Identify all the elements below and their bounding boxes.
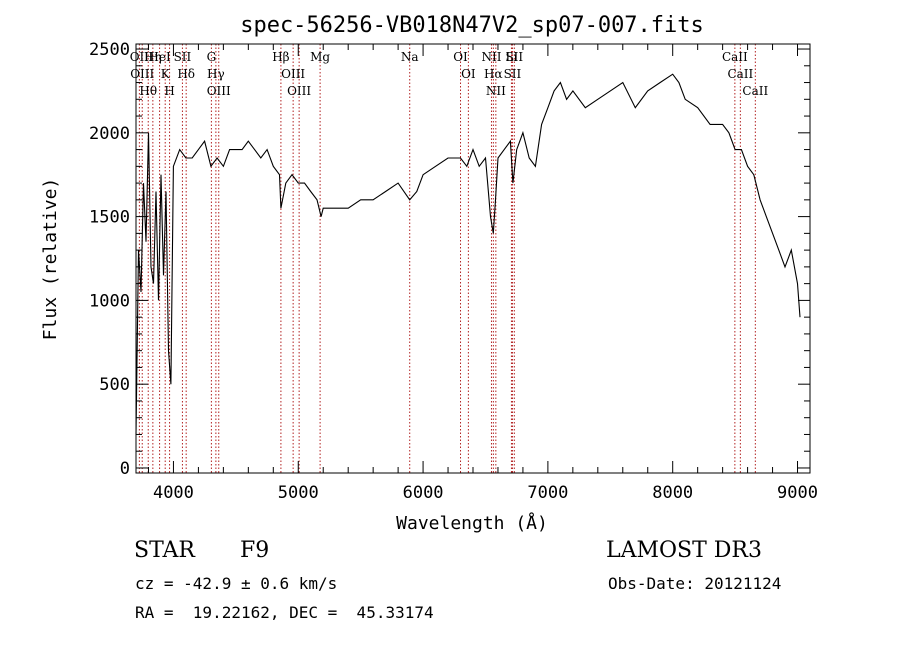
chart-title: spec-56256-VB018N47V2_sp07-007.fits: [240, 13, 704, 38]
x-axis-label: Wavelength (Å): [396, 512, 548, 534]
x-tick-label: 9000: [777, 483, 818, 503]
y-axis-label: Flux (relative): [40, 178, 61, 341]
x-axis-ticks: 4000 5000 6000 7000 8000 9000: [147, 44, 818, 503]
line-marker-label: Hγ: [207, 67, 225, 81]
line-marker-label: CaII: [727, 67, 753, 81]
y-tick-label: 1500: [89, 208, 130, 228]
plot-frame: [135, 43, 811, 474]
survey-name: LAMOST DR3: [606, 538, 762, 563]
line-marker-label: Na: [401, 50, 419, 64]
x-tick-label: 5000: [278, 483, 319, 503]
line-marker-label: Mg: [310, 50, 330, 64]
spectral-subclass: F9: [240, 538, 270, 563]
line-marker-label: K: [161, 67, 171, 81]
line-marker-label: OI: [453, 50, 468, 64]
line-marker-label: OIII: [130, 67, 154, 81]
observation-date: Obs-Date: 20121124: [608, 574, 782, 593]
line-marker-label: SII: [174, 50, 192, 64]
line-marker-label: NII: [481, 50, 501, 64]
line-marker-label: Li: [506, 50, 518, 64]
line-markers: [138, 44, 756, 473]
line-marker-label: OIII: [207, 84, 231, 98]
line-marker-label: H: [164, 84, 174, 98]
y-tick-label: 2500: [89, 40, 130, 60]
line-marker-label: OIII: [281, 67, 305, 81]
line-marker-label: Hδ: [177, 67, 195, 81]
line-marker-label: SII: [504, 67, 522, 81]
x-tick-label: 8000: [652, 483, 693, 503]
line-marker-label: Hθ: [139, 84, 157, 98]
line-marker-label: Hα: [484, 67, 503, 81]
line-marker-label: Hβ: [272, 50, 289, 64]
coordinates: RA = 19.22162, DEC = 45.33174: [135, 603, 434, 622]
y-tick-label: 0: [120, 459, 130, 479]
spectrum-line: [135, 73, 801, 435]
line-marker-label: OII: [130, 50, 150, 64]
line-marker-label: Hη: [144, 50, 162, 64]
line-marker-label: OI: [461, 67, 476, 81]
y-tick-label: 1000: [89, 291, 130, 311]
x-tick-label: 4000: [153, 483, 194, 503]
line-marker-label: CaII: [742, 84, 768, 98]
line-marker-label: NII: [486, 84, 506, 98]
object-type: STAR: [134, 538, 195, 563]
redshift-value: cz = -42.9 ± 0.6 km/s: [135, 574, 338, 593]
line-marker-label: OIII: [287, 84, 311, 98]
line-marker-label: SII: [505, 50, 523, 64]
line-marker-label: G: [207, 50, 217, 64]
line-marker-label: CaII: [722, 50, 748, 64]
line-marker-label: HeI: [148, 50, 171, 64]
x-tick-label: 7000: [527, 483, 568, 503]
x-tick-label: 6000: [403, 483, 444, 503]
y-tick-label: 500: [99, 375, 130, 395]
y-tick-label: 2000: [89, 124, 130, 144]
y-axis-ticks: 0 500 1000 1500 2000 2500: [89, 40, 810, 479]
